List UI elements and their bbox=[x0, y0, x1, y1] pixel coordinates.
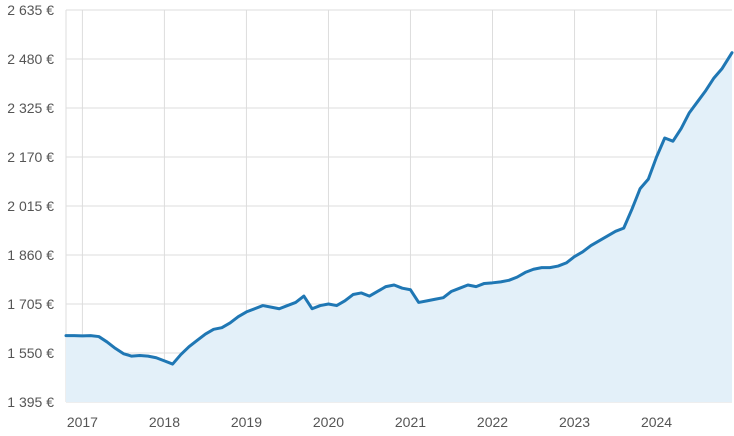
line-layer bbox=[64, 51, 734, 366]
area-layer bbox=[66, 52, 732, 403]
y-tick-label: 1 395 € bbox=[7, 394, 54, 410]
x-axis-ticks: 2017 2018 2019 2020 2021 2022 2023 2024 bbox=[67, 414, 672, 430]
y-tick-label: 2 170 € bbox=[7, 149, 54, 165]
y-tick-label: 2 015 € bbox=[7, 198, 54, 214]
x-tick-label: 2020 bbox=[313, 414, 344, 430]
x-tick-label: 2018 bbox=[149, 414, 180, 430]
x-tick-label: 2023 bbox=[559, 414, 590, 430]
series-area bbox=[66, 52, 732, 403]
y-axis-ticks: 1 395 € 1 550 € 1 705 € 1 860 € 2 015 € 2 170… bbox=[7, 2, 54, 410]
x-tick-label: 2024 bbox=[641, 414, 672, 430]
y-tick-label: 1 550 € bbox=[7, 345, 54, 361]
x-tick-label: 2022 bbox=[477, 414, 508, 430]
x-tick-label: 2019 bbox=[231, 414, 262, 430]
series-line bbox=[64, 51, 734, 366]
x-tick-label: 2021 bbox=[395, 414, 426, 430]
y-tick-label: 2 635 € bbox=[7, 2, 54, 18]
y-tick-label: 2 325 € bbox=[7, 100, 54, 116]
x-tick-label: 2017 bbox=[67, 414, 98, 430]
y-tick-label: 2 480 € bbox=[7, 51, 54, 67]
y-tick-label: 1 860 € bbox=[7, 247, 54, 263]
y-tick-label: 1 705 € bbox=[7, 296, 54, 312]
